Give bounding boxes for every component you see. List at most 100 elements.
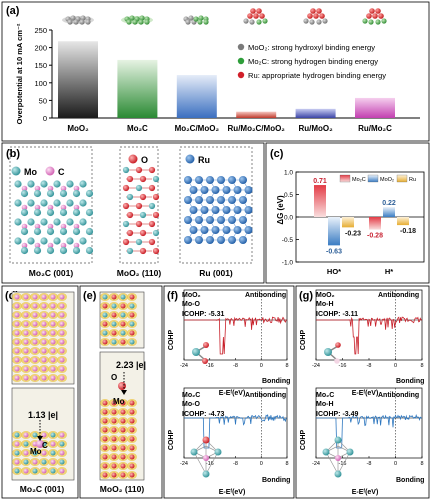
panel-c-bar [328,217,340,246]
f-top-material: MoO₂ [182,292,201,299]
charge-transfer-moo2: 2.23 |e| [116,360,146,370]
g-bot-bonding: Bonding [396,477,424,484]
panel-c-data-label: -0.18 [400,228,416,235]
panel-a-x-tick-label: Ru/Mo₂C/MoO₂ [228,124,286,133]
g-bot-bond: Mo-H [316,401,334,408]
panel-a-y-tick-label: 50 [39,96,47,105]
panel-e: (e) 2.23 |e| O Mo MoO₂ (110) [79,285,163,499]
atom-label-o: O [111,373,117,382]
caption-mo2c: Mo₂C (001) [29,268,74,278]
panel-g: (g) -24 -16 -8 0 8 -24 -16 -8 0 8 MoO₂ Mo-H ICOHP… [295,285,430,499]
legend-label-mo: Mo [24,167,37,177]
g-top-bonding: Bonding [396,378,424,385]
panel-g-label: (g) [299,290,313,302]
panel-a: (a) 0 50 100 150 200 250 Overpotential at 10 … [1,1,430,142]
cohp-x-tick-label: -24 [180,461,188,467]
caption-moo2: MoO₂ (110) [117,268,162,278]
cluster-icon-moo2 [62,15,94,25]
legend-marker-mo2c [237,57,245,65]
g-bot-ylabel: COHP [300,430,307,451]
charge-density-mo2c-side [12,430,67,476]
panel-a-x-tick-label: Mo₂C/MoO₂ [175,124,220,133]
cohp-curve [184,413,287,449]
g-top-xlabel: E-Eᶠ(eV) [352,390,379,397]
g-bot-icohp: ICOHP: -3.49 [316,411,359,418]
legend-atom-c [45,166,55,176]
f-bot-xlabel: E-Eᶠ(eV) [219,489,246,496]
molecule-icon-mo-h-g-top [324,342,341,364]
cohp-curve [316,414,422,449]
panel-c-legend-label: Ru [409,177,416,183]
bar-2 [176,75,217,118]
panel-c: (c) -1.0 -0.5 0.0 0.5 1.0 HO* H* 0.71 -0.63 -0.2… [265,142,430,284]
cluster-icon-mo2c [121,15,153,25]
f-bot-antibonding: Antibonding [245,392,286,399]
panel-a-y-tick-label: 200 [34,44,47,53]
panel-f-label: (f) [167,290,178,302]
panel-a-y-ticks: 0 50 100 150 200 250 [34,26,52,123]
cohp-curve [184,316,287,355]
charge-transfer-mo2c: 1.13 |e| [28,410,58,420]
cohp-x-tick-label: -16 [339,363,347,369]
g-top-icohp: ICOHP: -3.11 [316,311,358,318]
panel-c-data-label: -0.23 [345,230,361,237]
panel-c-legend-label: Mo₂C [352,177,366,183]
panel-a-x-tick-label: Ru/Mo₂C [358,124,392,133]
panel-g-cohp-plots: -24 -16 -8 0 8 -24 -16 -8 0 8 [312,289,424,467]
legend-atom-ru [185,154,195,164]
molecule-icon-mo-o-f-bottom [190,436,222,478]
atom-label-mo-d: Mo [30,447,42,456]
f-top-bonding: Bonding [262,378,290,385]
panel-c-bar [369,217,381,230]
cohp-x-tick-label: 8 [420,461,423,467]
molecule-icon-mo-o-f-top [192,342,209,364]
bar-3 [236,111,277,118]
f-bot-bonding: Bonding [262,477,290,484]
cohp-x-tick-label: -8 [367,363,372,369]
caption-d: Mo₂C (001) [20,484,65,494]
panel-d: (d) 1.13 |e| C Mo Mo₂C (001) [1,285,79,499]
panel-a-bars [58,41,395,118]
panel-a-x-tick-label: Mo₂C [127,124,148,133]
caption-ru: Ru (001) [199,268,233,278]
cohp-x-tick-label: -8 [233,461,238,467]
g-top-ylabel: COHP [300,330,307,351]
cohp-x-tick-label: -24 [180,363,188,369]
panel-c-bar [397,217,409,226]
f-top-icohp: ICOHP: -5.31 [182,311,225,318]
g-bot-xlabel: E-Eᶠ(eV) [352,489,379,496]
legend-label-ru: Ru [198,155,210,165]
f-bot-material: Mo₂C [182,392,200,399]
g-bot-material: Mo₂C [316,392,334,399]
panel-a-x-tick-label: MoO₂ [67,124,89,133]
panel-a-y-tick-label: 250 [34,26,47,35]
g-top-material: MoO₂ [316,292,335,299]
legend-text-moo2: MoO₂: strong hydroxyl binding energy [248,43,375,52]
legend-label-o: O [141,155,148,165]
legend-marker-ru [237,71,245,79]
cohp-curve [316,316,422,355]
legend-text-mo2c: Mo₂C: strong hydrogen binding energy [248,57,378,66]
f-top-antibonding: Antibonding [245,292,286,299]
structure-moo2-110 [122,166,160,255]
panel-e-label: (e) [83,290,97,302]
legend-label-c: C [58,167,65,177]
f-top-ylabel: COHP [168,330,175,351]
panel-c-bars: 0.71 -0.63 -0.23 -0.28 0.22 -0.18 [313,178,416,255]
panel-c-data-label: 0.22 [382,200,396,207]
f-top-xlabel: E-Eᶠ(eV) [219,390,246,397]
g-top-antibonding: Antibonding [378,292,419,299]
legend-atom-mo [11,166,21,176]
panel-f-cohp-plots: -24 -16 -8 0 8 -24 -16 -8 0 8 [180,289,289,467]
cohp-x-tick-label: -16 [206,461,214,467]
panel-c-y-tick-label: 0.5 [284,192,293,199]
structure-ru-001 [184,176,253,244]
panel-c-y-tick-label: -0.5 [282,237,294,244]
cohp-x-tick-label: 0 [394,461,397,467]
panel-c-x-tick-label: H* [385,267,393,276]
cluster-icon-mo2c-moo2 [183,15,209,25]
panel-c-y-tick-label: 1.0 [284,170,293,177]
cohp-x-tick-label: -8 [367,461,372,467]
cohp-x-tick-label: 0 [394,363,397,369]
caption-e: MoO₂ (110) [100,484,145,494]
